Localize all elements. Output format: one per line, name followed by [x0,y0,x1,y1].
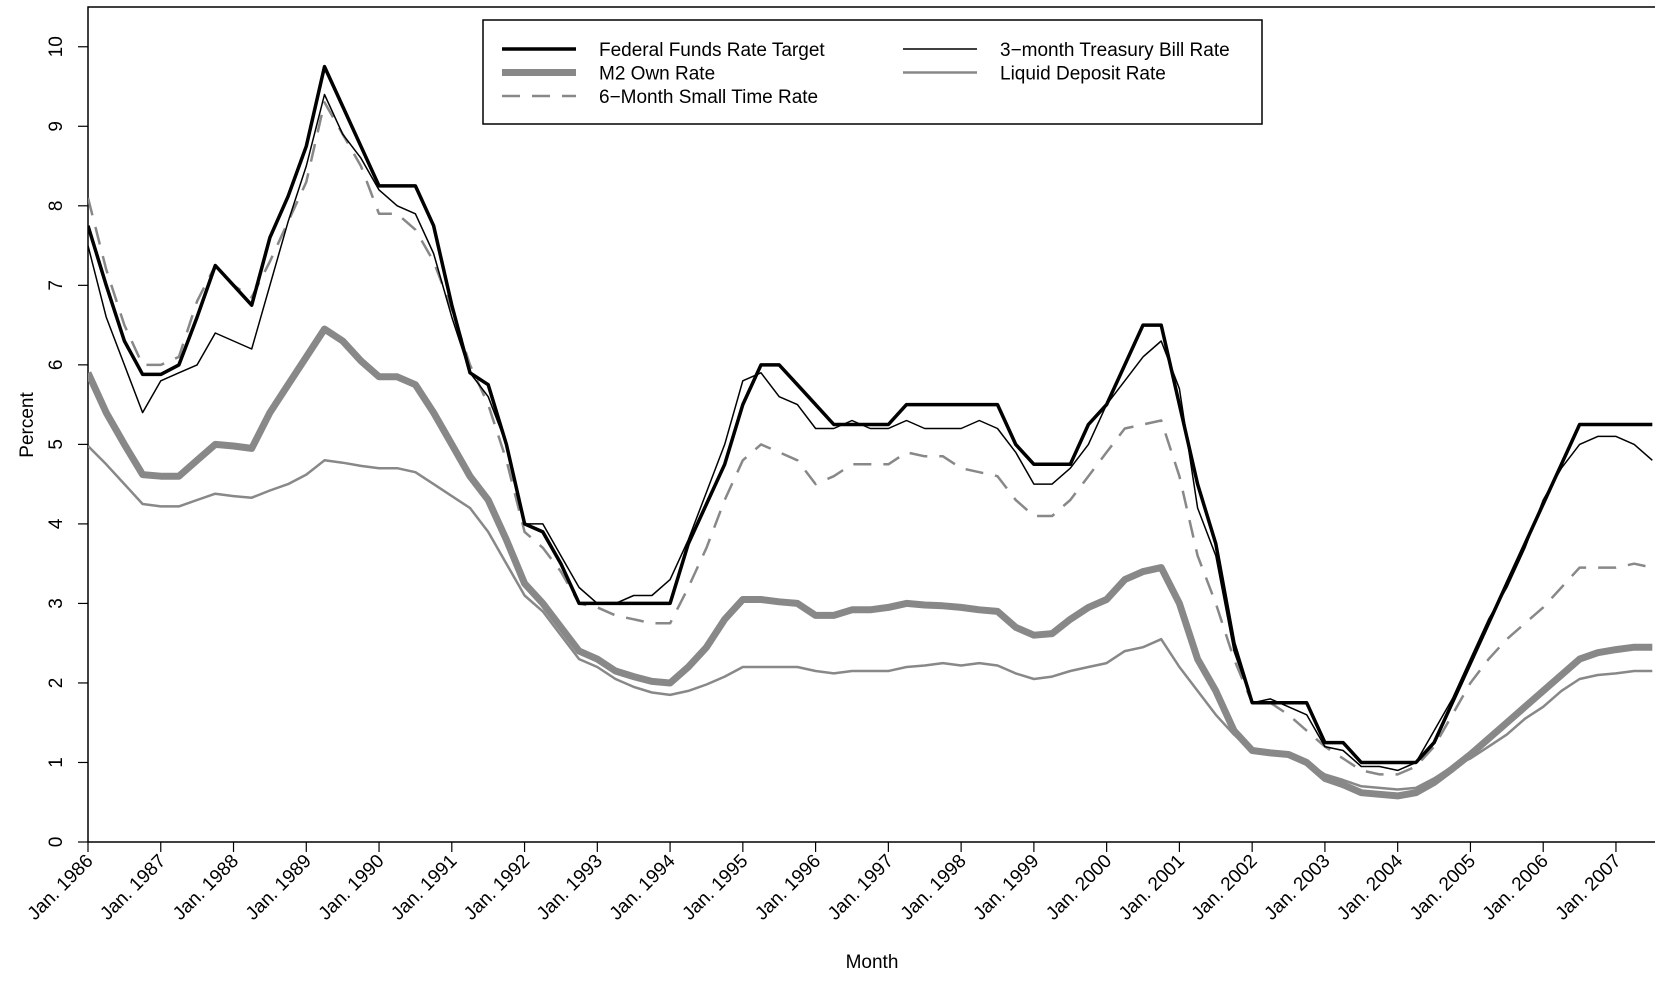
plot-frame [87,6,1655,843]
x-tick-label: Jan. 2003 [1261,851,1335,925]
x-tick-label: Jan. 1988 [169,851,243,925]
y-tick-label: 1 [46,757,67,768]
x-tick-label: Jan. 1998 [897,851,971,925]
y-tick-label: 6 [46,360,67,371]
x-tick-label: Jan. 1992 [460,851,534,925]
legend-label: 3−month Treasury Bill Rate [1000,40,1230,61]
x-tick-label: Jan. 2007 [1552,851,1626,925]
legend-label: Federal Funds Rate Target [599,40,825,61]
x-tick-label: Jan. 1987 [96,851,170,925]
y-tick-label: 0 [46,837,67,848]
y-tick-label: 7 [46,280,67,291]
x-tick-label: Jan. 1986 [24,851,98,925]
x-tick-label: Jan. 2001 [1115,851,1189,925]
legend-label: 6−Month Small Time Rate [599,87,818,108]
x-tick-label: Jan. 2006 [1479,851,1553,925]
data-line [88,101,1653,776]
y-axis-title: Percent [17,392,38,458]
y-tick-label: 3 [46,598,67,609]
y-tick-label: 5 [46,439,67,450]
x-tick-label: Jan. 2004 [1333,850,1407,924]
x-tick-label: Jan. 1999 [970,851,1044,925]
legend-label: M2 Own Rate [599,64,715,85]
x-tick-label: Jan. 1997 [824,851,898,925]
x-axis-title: Month [846,952,899,973]
y-tick-label: 9 [46,121,67,132]
x-tick-label: Jan. 1991 [387,851,461,925]
legend-box [482,19,1263,125]
x-tick-label: Jan. 1989 [242,851,316,925]
x-tick-label: Jan. 1996 [751,851,825,925]
x-tick-label: Jan. 2002 [1188,851,1262,925]
x-tick-label: Jan. 2005 [1406,851,1480,925]
y-tick-label: 2 [46,678,67,689]
data-line [88,325,1653,800]
legend-label: Liquid Deposit Rate [1000,64,1166,85]
data-line [88,64,1653,765]
y-tick-label: 4 [46,518,67,529]
x-tick-label: Jan. 1995 [679,851,753,925]
data-line [88,93,1653,772]
data-line [88,445,1653,791]
y-tick-label: 10 [46,36,67,57]
x-tick-label: Jan. 1990 [315,851,389,925]
x-tick-label: Jan. 2000 [1042,851,1116,925]
y-tick-label: 8 [46,201,67,212]
x-tick-label: Jan. 1994 [606,850,680,924]
x-tick-label: Jan. 1993 [533,851,607,925]
